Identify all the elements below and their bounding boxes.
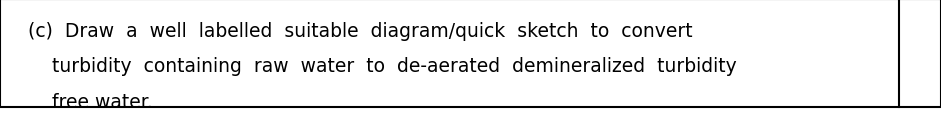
FancyBboxPatch shape bbox=[0, 0, 941, 108]
Text: (c)  Draw  a  well  labelled  suitable  diagram/quick  sketch  to  convert: (c) Draw a well labelled suitable diagra… bbox=[28, 22, 693, 40]
Text: turbidity  containing  raw  water  to  de-aerated  demineralized  turbidity: turbidity containing raw water to de-aer… bbox=[52, 57, 737, 76]
Text: free water.: free water. bbox=[52, 92, 152, 111]
